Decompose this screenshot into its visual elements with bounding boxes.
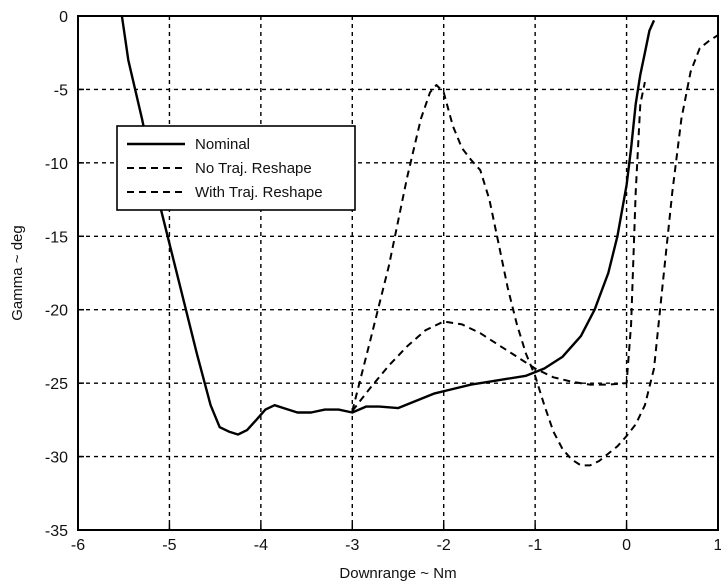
y-tick-label-7: -35	[45, 523, 68, 540]
legend-label-2: With Traj. Reshape	[195, 184, 323, 201]
x-tick-label-3: -3	[345, 537, 359, 554]
y-tick-label-0: 0	[59, 9, 68, 26]
y-tick-label-6: -30	[45, 450, 68, 467]
y-tick-label-3: -15	[45, 229, 68, 246]
x-tick-label-4: -2	[437, 537, 451, 554]
series-layer	[120, 15, 719, 467]
x-tick-label-2: -4	[254, 537, 268, 554]
plot-frame	[77, 15, 719, 531]
series-line-1	[351, 81, 646, 412]
x-tick-label-1: -5	[162, 537, 176, 554]
series-line-0	[120, 15, 656, 436]
x-tick-label-0: -6	[71, 537, 85, 554]
y-tick-label-1: -5	[54, 82, 68, 99]
grid	[78, 16, 718, 530]
x-tick-label-6: 0	[622, 537, 631, 554]
x-axis-label: Downrange ~ Nm	[339, 565, 456, 582]
y-tick-label-4: -20	[45, 303, 68, 320]
legend-label-1: No Traj. Reshape	[195, 160, 312, 177]
x-tick-label-5: -1	[528, 537, 542, 554]
legend-label-0: Nominal	[195, 136, 250, 153]
series-line-2	[351, 34, 719, 467]
legend: Nominal No Traj. Reshape With Traj. Reshap…	[116, 125, 356, 211]
tick-labels: -6 -5 -4 -3 -2 -1 0 10-5-10-15-20-25-30-35	[45, 9, 721, 554]
x-tick-label-7: 1	[714, 537, 721, 554]
y-tick-label-5: -25	[45, 376, 68, 393]
y-tick-label-2: -10	[45, 156, 68, 173]
y-axis-label: Gamma ~ deg	[9, 225, 26, 320]
